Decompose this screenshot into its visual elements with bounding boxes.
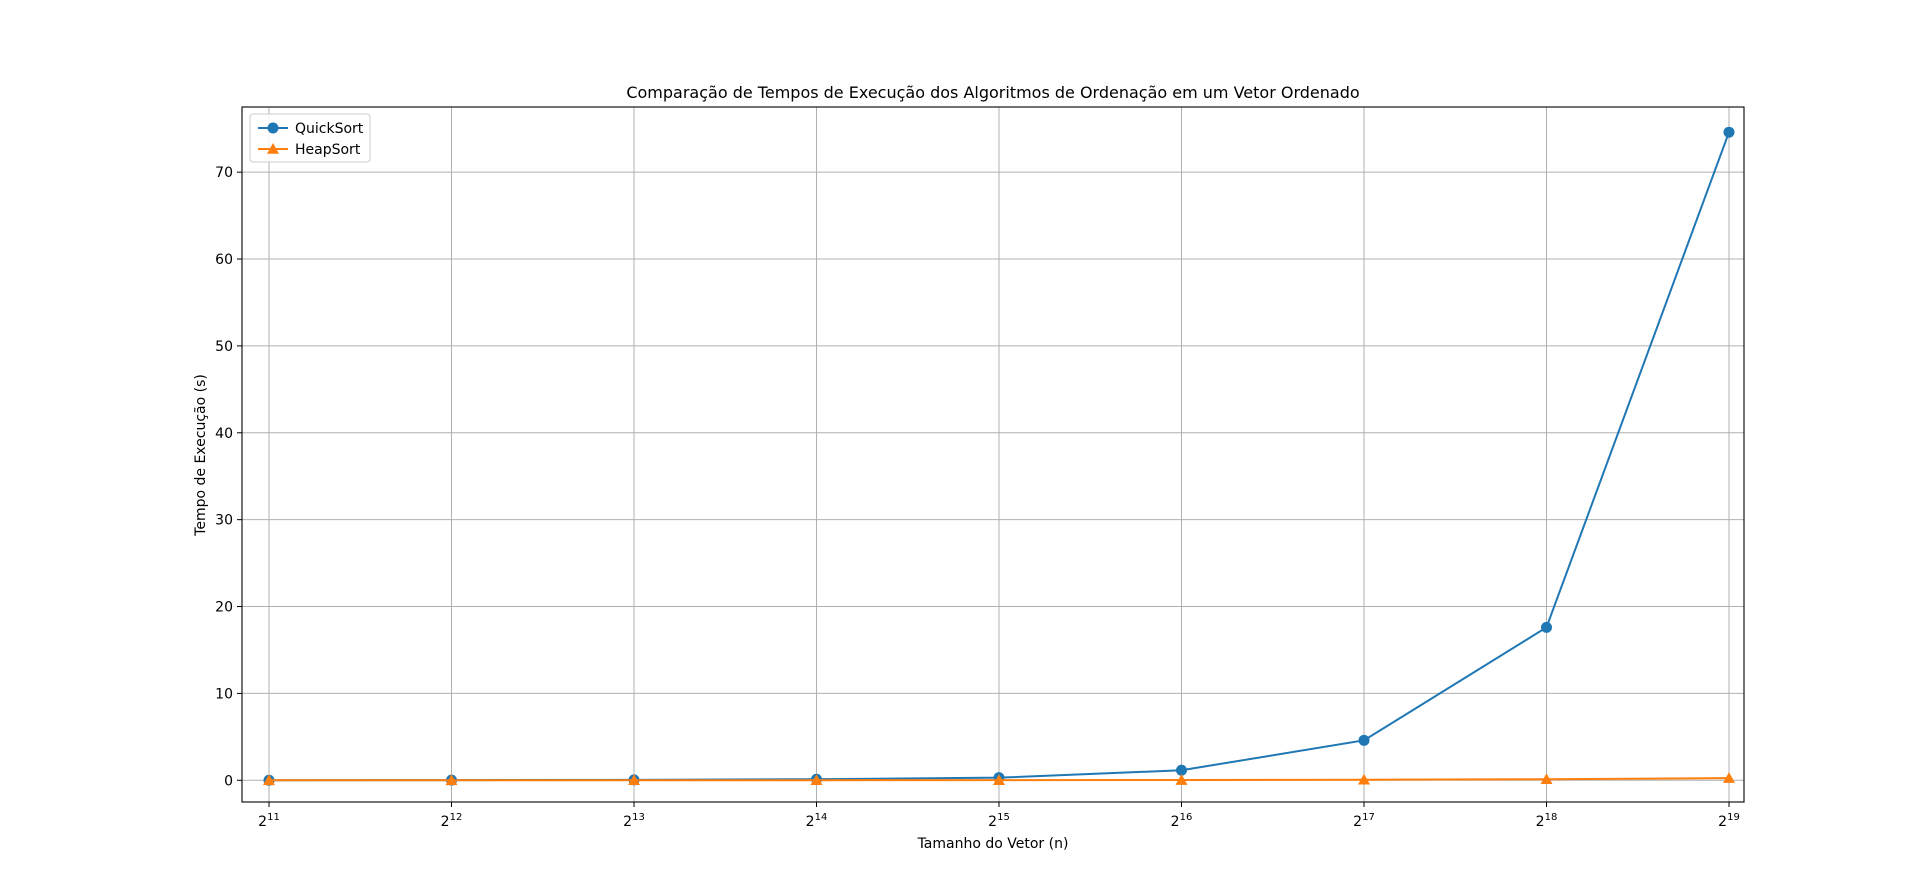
y-tick-label: 60 [215, 252, 233, 268]
legend-label: QuickSort [295, 121, 364, 137]
x-tick-label: 213 [623, 812, 645, 830]
x-tick-label: 219 [1718, 812, 1740, 830]
plot-frame [241, 106, 1745, 803]
y-tick-label: 30 [215, 513, 233, 529]
x-tick-label: 217 [1353, 812, 1375, 830]
y-tick-label: 20 [215, 600, 233, 616]
data-point [628, 774, 640, 786]
legend-label: HeapSort [295, 142, 361, 158]
data-point [1175, 774, 1188, 785]
data-point [1541, 621, 1552, 633]
x-axis-label: Tamanho do Vetor (n) [917, 836, 1069, 852]
y-axis-label: Tempo de Execução (s) [193, 374, 209, 537]
data-point [263, 774, 275, 786]
x-tick-label: 218 [1536, 812, 1558, 830]
data-point [993, 774, 1005, 785]
legend-item-quicksort: QuickSort [258, 121, 364, 137]
x-tick-label: 211 [258, 812, 280, 830]
legend-marker [267, 122, 279, 134]
x-axis: 211 212 213 214 215 216 217 218 219 [258, 802, 1740, 830]
x-tick-label: 214 [806, 812, 828, 830]
data-point [1540, 773, 1553, 785]
grid [242, 107, 1744, 802]
y-tick-label: 50 [215, 339, 233, 355]
legend-marker [267, 143, 279, 154]
data-point [1723, 772, 1735, 783]
data-point [445, 774, 458, 786]
series-layer [263, 126, 1735, 786]
legend-item-heapsort: HeapSort [258, 142, 361, 158]
y-tick-label: 10 [215, 686, 233, 702]
y-tick-label: 0 [224, 773, 233, 789]
series-heapsort [263, 772, 1735, 786]
data-point [810, 774, 823, 786]
x-tick-label: 216 [1171, 812, 1193, 830]
x-tick-label: 215 [988, 812, 1010, 830]
y-tick-label: 70 [215, 165, 233, 181]
data-point [1723, 126, 1735, 138]
data-point [1358, 773, 1370, 785]
y-tick-label: 40 [215, 426, 233, 442]
x-tick-label: 212 [441, 812, 463, 830]
y-axis: 0 10 20 30 40 50 60 70 [215, 165, 242, 789]
legend: QuickSort HeapSort [249, 113, 371, 163]
data-point [1176, 764, 1187, 776]
chart-title: Comparação de Tempos de Execução dos Alg… [626, 83, 1359, 102]
data-point [1358, 734, 1370, 746]
